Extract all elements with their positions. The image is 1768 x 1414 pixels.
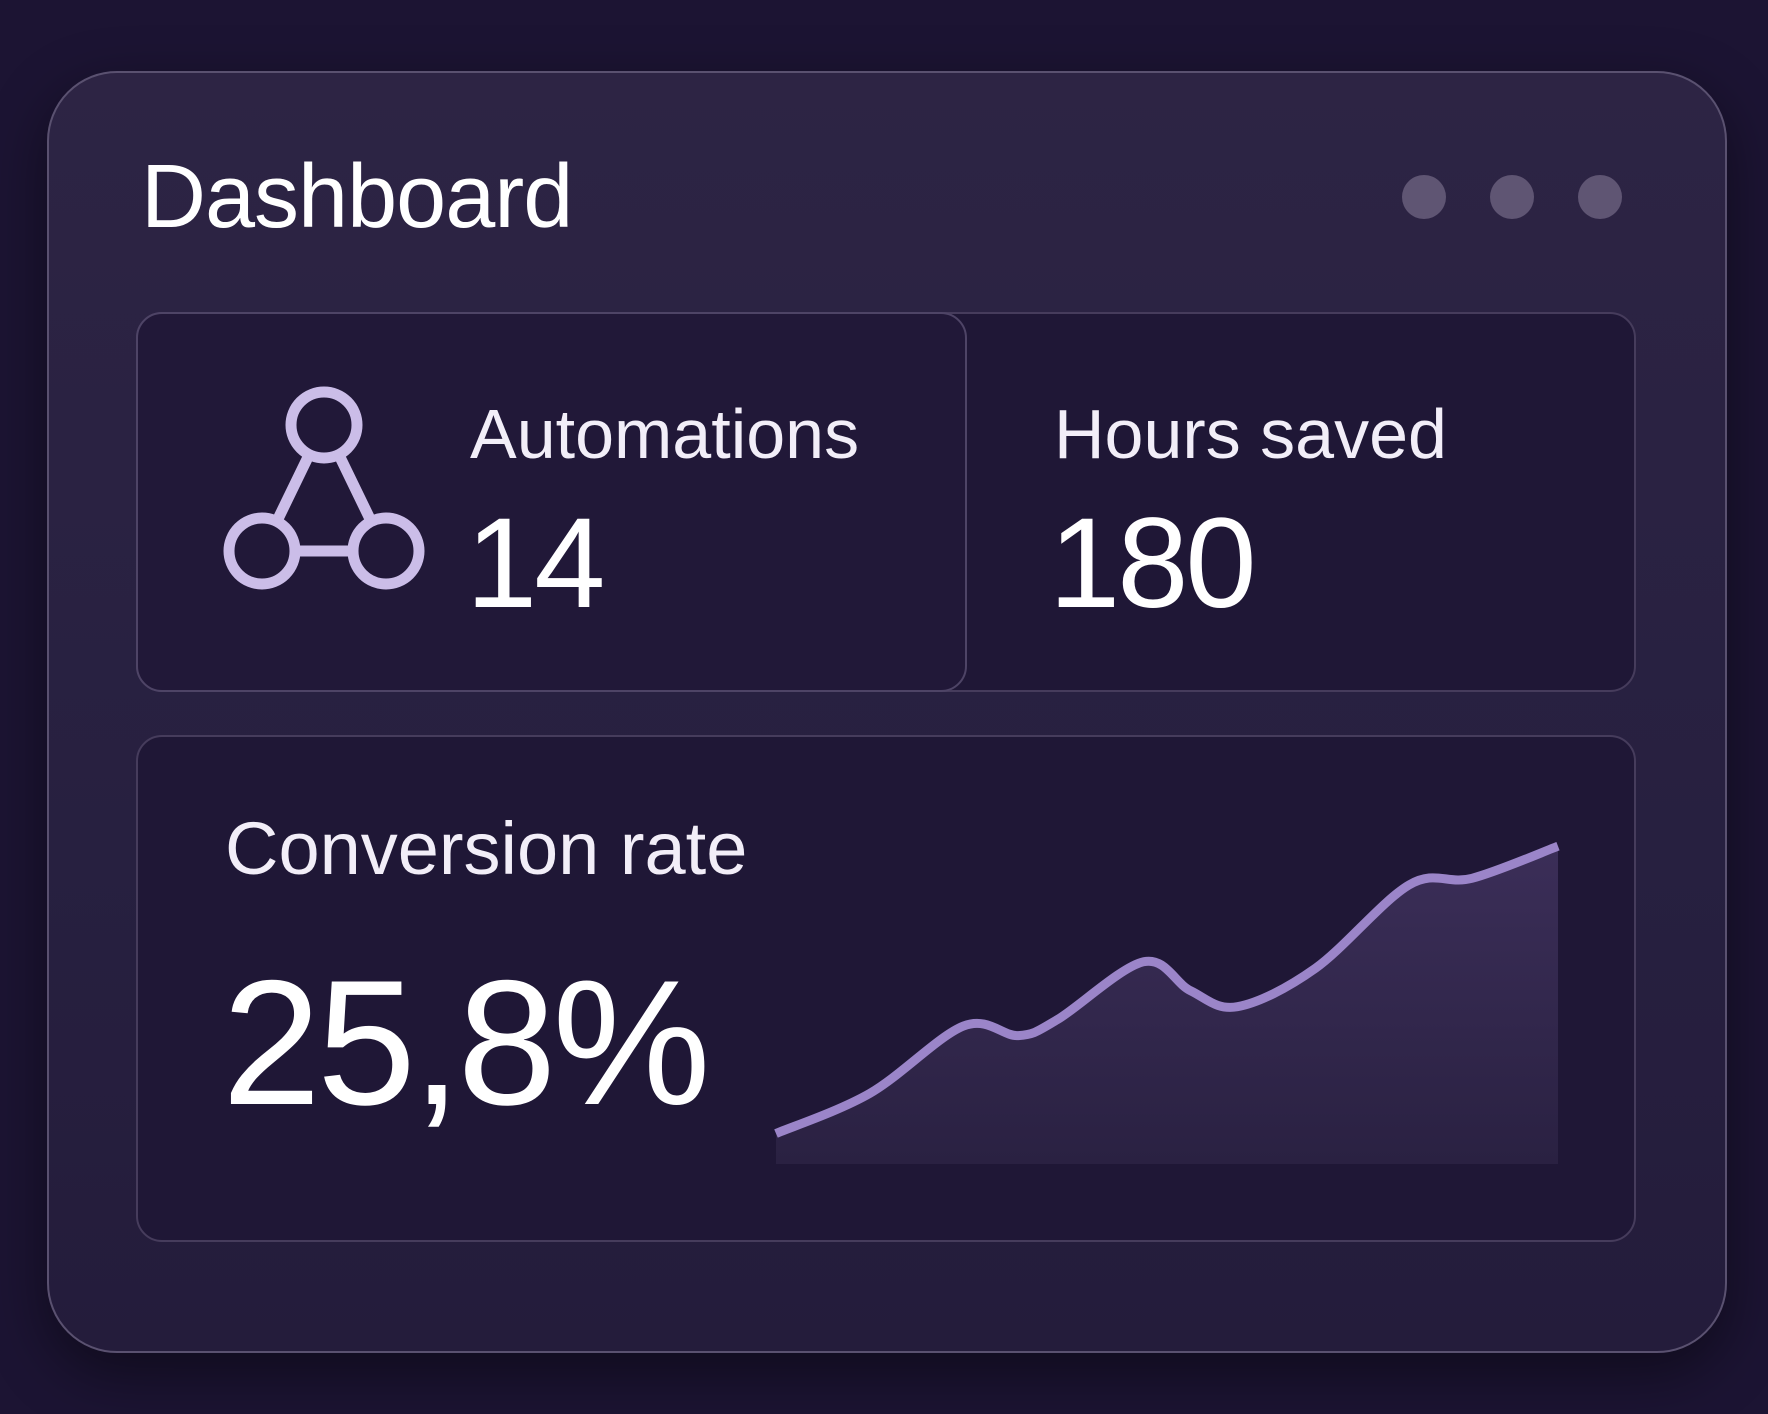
stat-value: 14 [466,492,605,635]
conversion-value: 25,8% [222,943,711,1142]
stat-card-automations[interactable] [136,312,967,692]
chart-line [774,841,1560,1138]
chart-area [776,846,1558,1164]
stats-panel [136,312,1636,692]
page-title: Dashboard [141,147,573,247]
network-nodes-icon [223,386,425,590]
conversion-chart [774,841,1560,1164]
stat-value: 180 [1049,492,1257,635]
stat-label: Hours saved [1054,395,1447,473]
dot[interactable] [1578,175,1622,219]
conversion-label: Conversion rate [225,807,748,890]
dot[interactable] [1402,175,1446,219]
stat-label: Automations [470,395,860,473]
dot[interactable] [1490,175,1534,219]
